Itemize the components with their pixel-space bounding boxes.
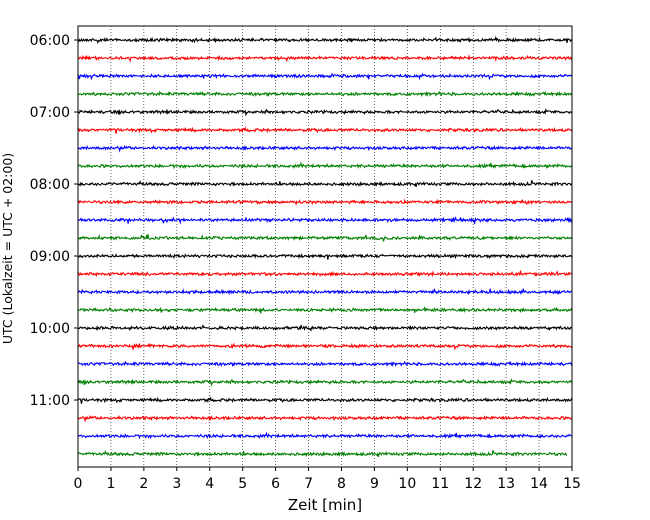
x-tick-label-12: 12 <box>464 476 482 492</box>
trace-7 <box>77 161 573 170</box>
trace-1 <box>77 54 573 63</box>
trace-8 <box>77 179 573 188</box>
x-tick-label-0: 0 <box>74 476 83 492</box>
trace-22 <box>77 431 573 440</box>
trace-20 <box>77 396 573 404</box>
trace-14 <box>77 287 573 296</box>
x-tick-label-10: 10 <box>398 476 416 492</box>
trace-16 <box>77 324 573 333</box>
y-tick-label-3: 09:00 <box>30 249 70 265</box>
trace-5 <box>77 126 573 134</box>
y-tick-label-4: 10:00 <box>30 321 70 337</box>
x-tick-label-1: 1 <box>106 476 115 492</box>
x-axis-label: Zeit [min] <box>288 496 362 514</box>
trace-17 <box>77 342 573 351</box>
x-tick-label-6: 6 <box>271 476 280 492</box>
plot-frame <box>77 25 573 468</box>
y-tick-label-1: 07:00 <box>30 105 70 121</box>
x-tick-label-11: 11 <box>431 476 449 492</box>
y-tick-label-5: 11:00 <box>30 393 70 409</box>
trace-0 <box>77 35 573 45</box>
x-tick-label-9: 9 <box>370 476 379 492</box>
trace-23 <box>77 449 568 458</box>
x-tick-label-2: 2 <box>139 476 148 492</box>
seismic-traces <box>77 35 573 458</box>
trace-6 <box>78 144 573 153</box>
y-tick-label-2: 08:00 <box>30 177 70 193</box>
trace-10 <box>77 216 573 225</box>
x-tick-label-15: 15 <box>563 476 581 492</box>
trace-15 <box>77 306 573 314</box>
trace-12 <box>77 253 573 260</box>
trace-3 <box>77 90 573 98</box>
trace-11 <box>77 233 573 242</box>
trace-13 <box>77 270 573 278</box>
trace-18 <box>77 360 573 368</box>
trace-2 <box>77 72 573 81</box>
x-tick-label-5: 5 <box>238 476 247 492</box>
x-tick-label-4: 4 <box>205 476 214 492</box>
y-tick-label-0: 06:00 <box>30 33 70 49</box>
x-tick-label-13: 13 <box>497 476 515 492</box>
x-tick-label-7: 7 <box>304 476 313 492</box>
trace-4 <box>77 108 572 117</box>
x-tick-label-3: 3 <box>172 476 181 492</box>
trace-9 <box>77 198 573 206</box>
y-axis-label: UTC (Lokalzeit = UTC + 02:00) <box>0 153 15 344</box>
x-tick-label-14: 14 <box>530 476 548 492</box>
x-tick-label-8: 8 <box>337 476 346 492</box>
trace-19 <box>77 378 573 387</box>
trace-21 <box>77 414 573 423</box>
y-axis-ticks: 06:00 07:00 08:00 09:00 10:00 11:00 <box>30 33 78 409</box>
x-axis-ticks: 0 1 2 3 4 5 6 7 8 9 10 11 12 13 14 15 <box>74 467 581 492</box>
